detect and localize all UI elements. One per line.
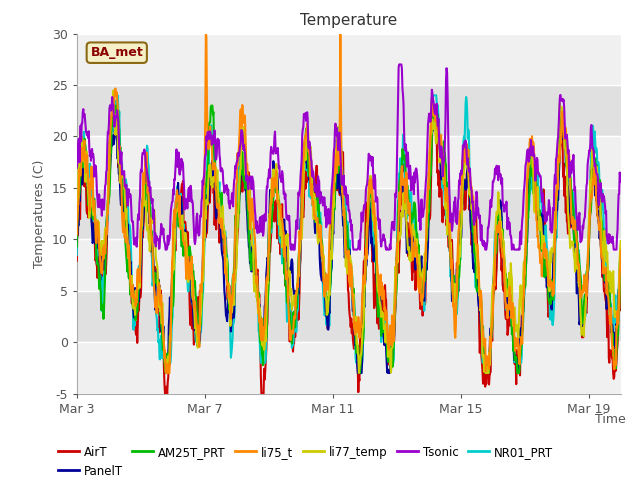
Y-axis label: Temperatures (C): Temperatures (C)	[33, 159, 46, 268]
Title: Temperature: Temperature	[300, 13, 397, 28]
Text: Time: Time	[595, 413, 626, 426]
Bar	[77, 342, 621, 394]
Bar	[77, 136, 621, 188]
Legend: AirT, PanelT, AM25T_PRT, li75_t, li77_temp, Tsonic, NR01_PRT: AirT, PanelT, AM25T_PRT, li75_t, li77_te…	[52, 441, 558, 480]
Bar	[77, 34, 621, 85]
Bar	[77, 240, 621, 291]
Text: BA_met: BA_met	[90, 46, 143, 59]
